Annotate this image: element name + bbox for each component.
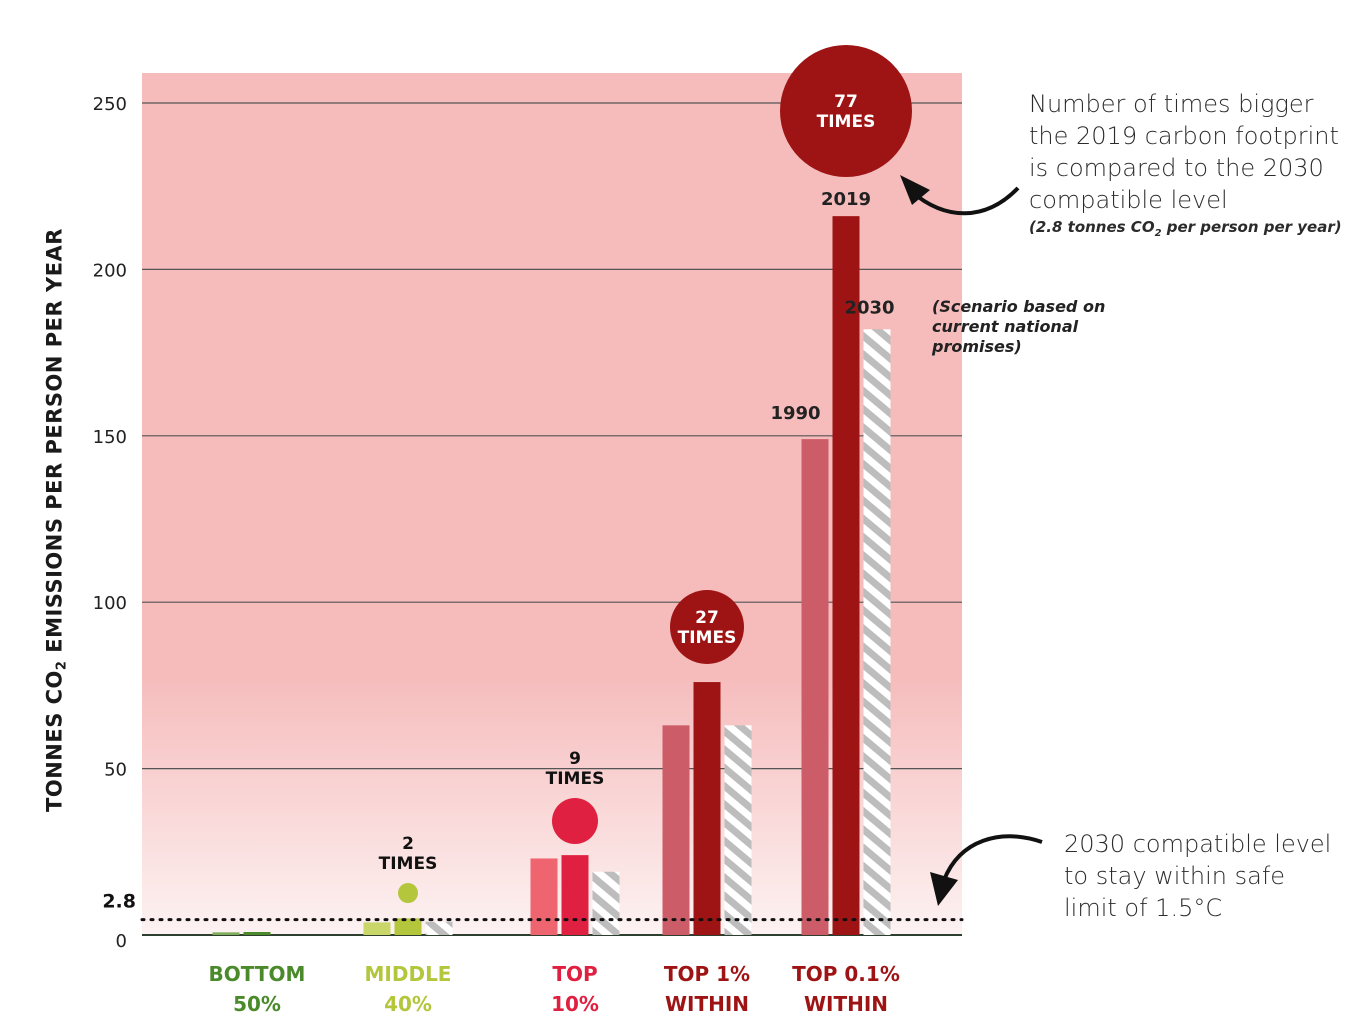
times-dot xyxy=(552,798,598,844)
bar-2019 xyxy=(243,932,271,935)
compatible-level-annotation: 2030 compatible level to stay within saf… xyxy=(1064,830,1332,922)
x-label-line2: 40% xyxy=(384,992,432,1016)
annotation-arrows xyxy=(900,175,1043,906)
y-tick-label: 100 xyxy=(93,593,127,614)
x-label-line2: WITHIN xyxy=(665,992,749,1016)
bars: 1990 2019 2030 xyxy=(212,189,895,936)
times-word: TIMES xyxy=(817,112,876,132)
x-label-line1: MIDDLE xyxy=(365,962,452,986)
arrow-bottom xyxy=(942,834,1043,881)
bar-2030 xyxy=(592,871,620,935)
times-word: TIMES xyxy=(678,628,737,648)
bar-2019 xyxy=(832,216,860,936)
reference-line: 2.8 xyxy=(102,891,964,922)
y-axis-label: TONNES CO2 EMISSIONS PER PERSON PER YEAR xyxy=(42,228,70,812)
x-label-line1: TOP 1% xyxy=(664,962,750,986)
x-category-labels: BOTTOM 50% MIDDLE 40% TOP 10% TOP 1% WITHIN TOP … xyxy=(209,962,900,1016)
x-label-line1: TOP xyxy=(552,962,597,986)
bar-2030 xyxy=(425,921,453,935)
x-label-line1: BOTTOM xyxy=(209,962,306,986)
y-tick-label: 50 xyxy=(104,760,127,781)
y-tick-label: 200 xyxy=(93,260,127,281)
bar-1990 xyxy=(801,439,829,935)
times-number: 27 xyxy=(695,608,719,628)
bar-2030 xyxy=(863,329,891,936)
y-tick-label: 150 xyxy=(93,427,127,448)
x-label-line2: WITHIN xyxy=(804,992,888,1016)
bar-2030 xyxy=(724,725,752,935)
times-circle xyxy=(670,590,744,664)
y-tick-labels: 0 50 100 150 200 250 xyxy=(93,94,127,952)
times-circle xyxy=(780,45,912,177)
bar-2019 xyxy=(394,918,422,935)
y-tick-label: 0 xyxy=(116,931,127,952)
series-label-2030: 2030 xyxy=(844,297,894,318)
compatible-level-note: (2.8 tonnes CO2 per person per year) xyxy=(1029,218,1342,239)
x-label-line2: 50% xyxy=(233,992,281,1016)
arrow-top-head xyxy=(900,175,930,205)
series-label-1990: 1990 xyxy=(770,403,820,424)
times-dot xyxy=(398,883,418,903)
bar-1990 xyxy=(363,922,391,935)
times-bigger-annotation: Number of times bigger the 2019 carbon f… xyxy=(1029,90,1339,214)
arrow-top xyxy=(910,186,1020,216)
times-number: 2 xyxy=(402,834,414,854)
times-word: TIMES xyxy=(379,854,438,874)
bar-1990 xyxy=(530,858,558,935)
bar-1990 xyxy=(212,932,240,935)
times-number: 77 xyxy=(834,92,858,112)
arrow-bottom-head xyxy=(930,872,958,906)
scenario-note: (Scenario based on current national prom… xyxy=(932,297,1106,356)
reference-label: 2.8 xyxy=(102,891,136,913)
x-label-line2: 10% xyxy=(551,992,599,1016)
bar-2019 xyxy=(561,855,589,935)
times-word: TIMES xyxy=(546,769,605,789)
series-label-2019: 2019 xyxy=(821,189,871,210)
times-number: 9 xyxy=(569,749,581,769)
y-tick-label: 250 xyxy=(93,94,127,115)
bar-1990 xyxy=(662,725,690,935)
x-label-line1: TOP 0.1% xyxy=(792,962,900,986)
bar-2019 xyxy=(693,682,721,935)
